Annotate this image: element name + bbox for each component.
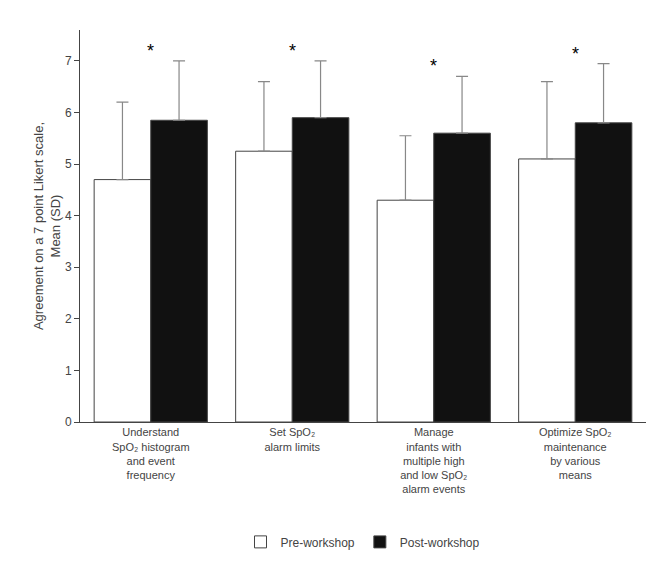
svg-text:Agreement on a 7 point Likert: Agreement on a 7 point Likert scale,Mean… [31, 122, 63, 330]
svg-text:3: 3 [65, 260, 72, 274]
svg-text:0: 0 [65, 415, 72, 429]
svg-text:1: 1 [65, 364, 72, 378]
svg-text:7: 7 [65, 54, 72, 68]
svg-text:4: 4 [65, 209, 72, 223]
svg-text:Optimize SpO₂maintenanceby var: Optimize SpO₂maintenanceby variousmeans [539, 426, 612, 481]
svg-text:2: 2 [65, 312, 72, 326]
svg-text:UnderstandSpO₂ histogramand ev: UnderstandSpO₂ histogramand eventfrequen… [112, 426, 190, 481]
svg-text:*: * [147, 41, 154, 61]
svg-text:Manageinfants withmultiple hig: Manageinfants withmultiple highand low S… [400, 426, 467, 495]
svg-text:Post-workshop: Post-workshop [400, 536, 480, 550]
svg-text:*: * [430, 56, 437, 76]
svg-text:5: 5 [65, 157, 72, 171]
svg-text:*: * [572, 44, 579, 64]
svg-text:*: * [289, 41, 296, 61]
svg-text:Pre-workshop: Pre-workshop [281, 536, 355, 550]
svg-text:6: 6 [65, 106, 72, 120]
svg-text:Set SpO₂alarm limits: Set SpO₂alarm limits [264, 426, 320, 452]
